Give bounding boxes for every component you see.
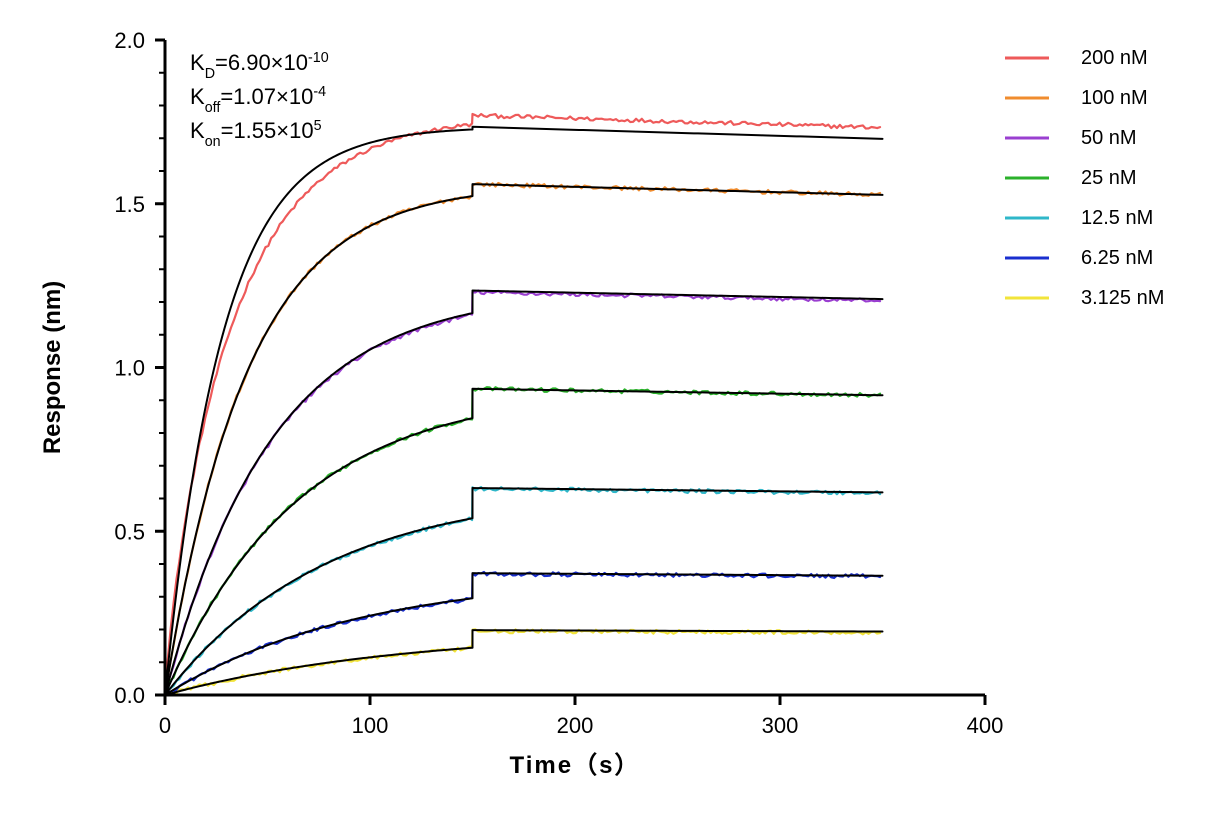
- x-tick-label: 300: [762, 713, 799, 738]
- x-tick-label: 100: [352, 713, 389, 738]
- legend-label: 200 nM: [1081, 47, 1148, 69]
- legend-label: 50 nM: [1081, 127, 1137, 149]
- legend-label: 25 nM: [1081, 167, 1137, 189]
- y-tick-label: 0.5: [114, 519, 145, 544]
- y-axis-label: Response (nm): [39, 281, 66, 454]
- legend-label: 12.5 nM: [1081, 207, 1153, 229]
- y-tick-label: 1.0: [114, 356, 145, 381]
- y-tick-label: 1.5: [114, 192, 145, 217]
- legend-label: 100 nM: [1081, 87, 1148, 109]
- x-axis-label: Time（s）: [510, 752, 641, 779]
- x-tick-label: 400: [967, 713, 1004, 738]
- x-tick-label: 200: [557, 713, 594, 738]
- y-tick-label: 2.0: [114, 28, 145, 53]
- x-tick-label: 0: [159, 713, 171, 738]
- kinetics-chart: 0 100 200 300 400 0.0 0.5 1.0 1.5 2.0 Response (nm…: [0, 0, 1231, 825]
- chart-container: 0 100 200 300 400 0.0 0.5 1.0 1.5 2.0 Response (nm…: [0, 0, 1231, 825]
- y-tick-label: 0.0: [114, 683, 145, 708]
- legend-label: 3.125 nM: [1081, 287, 1164, 309]
- legend-label: 6.25 nM: [1081, 247, 1153, 269]
- chart-bg: [0, 0, 1231, 825]
